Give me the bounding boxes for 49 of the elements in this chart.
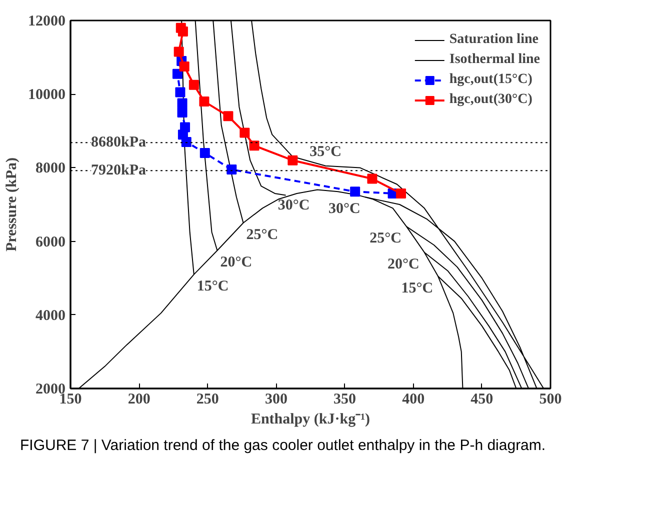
- caption: FIGURE 7 | Variation trend of the gas cooler outlet enthalpy in the P-h diagram.: [20, 436, 546, 456]
- annotation: 20°C: [388, 256, 420, 272]
- annotation: 15°C: [196, 278, 229, 294]
- point: [188, 80, 199, 90]
- point: [179, 62, 190, 72]
- x-axis-title: Enthalpy (kJ·kg⁻¹): [250, 412, 370, 428]
- point: [226, 164, 237, 175]
- annotation: 15°C: [401, 280, 434, 296]
- x-tick-label: 200: [128, 392, 150, 408]
- point: [350, 186, 360, 197]
- legend-label: Isothermal line: [449, 52, 540, 68]
- x-tick-label: 500: [539, 392, 562, 408]
- annotation: 30°C: [278, 197, 310, 214]
- point: [200, 148, 210, 158]
- x-tick-label: 350: [334, 392, 356, 408]
- ref-line-label: 8680kPa: [91, 134, 146, 151]
- point: [249, 140, 260, 151]
- y-tick-label: 4000: [36, 308, 66, 324]
- point: [178, 26, 188, 37]
- y-tick-label: 10000: [28, 87, 66, 104]
- point: [177, 98, 188, 108]
- point: [199, 96, 210, 106]
- y-tick-label: 8000: [36, 160, 66, 177]
- point: [240, 128, 250, 138]
- annotation: 25°C: [370, 230, 402, 247]
- point: [367, 174, 378, 184]
- x-tick-label: 450: [470, 392, 494, 408]
- x-tick-label: 300: [264, 392, 288, 408]
- legend-label: hgc,out(30°C): [449, 92, 532, 108]
- point: [396, 188, 406, 198]
- legend-label: Saturation line: [449, 32, 538, 48]
- annotation: 25°C: [246, 226, 278, 243]
- ref-line-label: 7920kPa: [91, 162, 146, 179]
- annotation: 20°C: [220, 254, 252, 270]
- point: [223, 111, 234, 122]
- annotation: 30°C: [328, 201, 360, 218]
- x-tick-label: 250: [196, 392, 219, 408]
- point: [174, 46, 184, 57]
- y-tick-label: 6000: [36, 234, 66, 250]
- point: [181, 136, 192, 147]
- legend-label: hgc,out(15°C): [449, 72, 532, 88]
- point: [288, 155, 298, 166]
- annotation: 35°C: [310, 144, 342, 160]
- y-tick-label: 12000: [28, 14, 66, 30]
- x-tick-label: 400: [402, 392, 425, 408]
- y-axis-title: Pressure (kPa): [4, 157, 20, 252]
- point: [175, 87, 186, 98]
- point: [172, 68, 182, 79]
- point: [177, 108, 188, 118]
